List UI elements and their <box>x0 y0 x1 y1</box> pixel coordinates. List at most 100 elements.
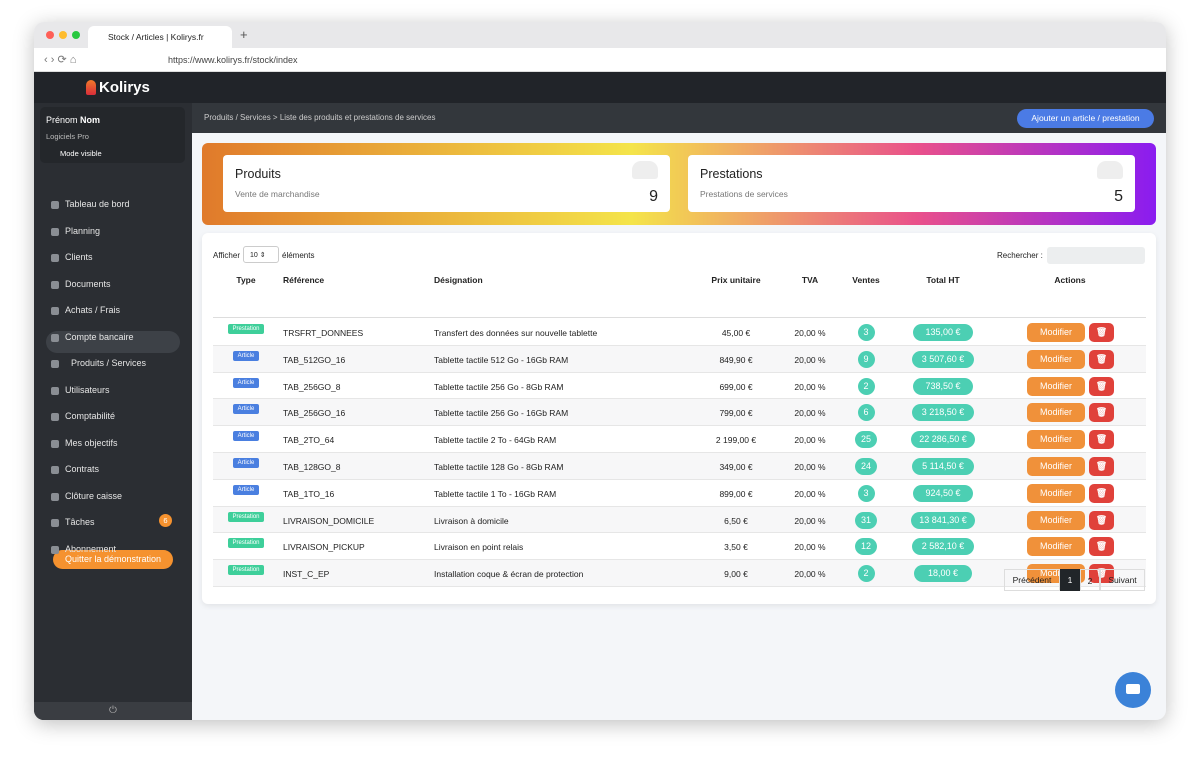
menu-icon <box>51 333 59 342</box>
breadcrumb-item[interactable]: Produits / Services <box>204 113 271 122</box>
show-after: éléments <box>282 251 315 260</box>
type-badge: Prestation <box>228 538 264 549</box>
menu-icon <box>51 386 59 395</box>
power[interactable]: ⏻ <box>34 702 192 720</box>
url[interactable]: https://www.kolirys.fr/stock/index <box>168 55 298 65</box>
menu-item[interactable]: Clôture caisse <box>65 490 123 501</box>
add-button[interactable]: Ajouter un article / prestation <box>1017 109 1154 128</box>
column-header[interactable]: Référence <box>283 275 325 285</box>
delete-button[interactable]: 🗑 <box>1089 510 1114 530</box>
vat: 20,00 % <box>794 515 826 526</box>
menu-item[interactable]: Contrats <box>65 464 100 474</box>
menu-icon <box>51 545 59 554</box>
pagination-next[interactable]: Suivant <box>1100 569 1145 591</box>
vat: 20,00 % <box>794 462 826 472</box>
menu-icon <box>51 227 59 236</box>
edit-button[interactable]: Modifier <box>1027 349 1085 369</box>
edit-button[interactable]: Modifier <box>1027 323 1085 342</box>
type-badge: Article <box>233 404 259 415</box>
unit-price: 9,00 € <box>724 569 748 580</box>
delete-button[interactable]: 🗑 <box>1089 564 1114 584</box>
total-ht: 924,50 € <box>913 484 973 502</box>
breadcrumb-item: Liste des produits et prestations de ser… <box>279 113 436 122</box>
new-tab[interactable]: + <box>240 27 248 42</box>
menu-item[interactable]: Utilisateurs <box>65 384 110 395</box>
edit-button[interactable]: Modifier <box>1027 376 1085 396</box>
browser-window: Stock / Articles | Kolirys.fr + ‹ › ⟳ ⌂ … <box>34 22 1166 720</box>
edit-button[interactable]: Modifier <box>1027 430 1085 450</box>
edit-button[interactable]: Modifier <box>1027 510 1085 530</box>
column-header[interactable]: Total HT <box>926 275 960 285</box>
total-ht: 18,00 € <box>913 565 973 583</box>
menu-item[interactable]: Clients <box>65 252 93 262</box>
delete-button[interactable]: 🗑 <box>1089 483 1114 503</box>
table-row <box>213 372 1146 400</box>
total-ht: 13 841,30 € <box>911 511 975 529</box>
menu-icon <box>51 492 59 501</box>
type-badge: Article <box>233 431 259 442</box>
type-badge: Prestation <box>228 565 264 576</box>
vat: 20,00 % <box>794 408 826 419</box>
menu-item[interactable]: Achats / Frais <box>65 305 121 315</box>
card-count: 9 <box>649 188 658 205</box>
delete-button[interactable]: 🗑 <box>1089 537 1114 557</box>
chat-button[interactable] <box>1115 672 1151 708</box>
pagination-prev[interactable]: Précédent <box>1004 569 1060 591</box>
menu-item[interactable]: Produits / Services <box>71 358 147 368</box>
column-header[interactable]: Type <box>236 275 256 285</box>
designation: Tablette tactile 256 Go - 16Gb RAM <box>434 408 569 419</box>
menu-item[interactable]: Planning <box>65 225 101 236</box>
search-label: Rechercher : <box>997 251 1043 260</box>
type-badge: Prestation <box>228 511 264 522</box>
type-badge: Article <box>233 377 259 388</box>
total-ht: 3 507,60 € <box>912 350 974 368</box>
edit-button[interactable]: Modifier <box>1027 483 1085 503</box>
column-header[interactable]: TVA <box>801 275 819 285</box>
reference: LIVRAISON_PICKUP <box>283 542 365 553</box>
column-header[interactable]: Ventes <box>852 275 880 285</box>
vat: 20,00 % <box>794 542 826 553</box>
delete-button[interactable]: 🗑 <box>1089 403 1114 423</box>
tab[interactable]: Stock / Articles | Kolirys.fr <box>88 26 232 48</box>
designation: Tablette tactile 1 To - 16Gb RAM <box>434 488 557 499</box>
delete-button[interactable]: 🗑 <box>1089 376 1114 396</box>
menu-icon <box>51 280 59 289</box>
menu-item[interactable]: Documents <box>65 278 111 289</box>
search-input[interactable] <box>1047 247 1145 264</box>
column-header[interactable]: Actions <box>1054 275 1086 285</box>
total-ht: 738,50 € <box>913 377 973 395</box>
address-bar: ‹ › ⟳ ⌂ https://www.kolirys.fr/stock/ind… <box>34 48 1166 72</box>
pagination-page[interactable]: 2 <box>1080 569 1100 591</box>
menu-item[interactable]: Mes objectifs <box>65 437 118 448</box>
page-length[interactable]: 10 ⇕ <box>243 246 279 263</box>
menu-icon <box>51 360 59 368</box>
edit-button[interactable]: Modifier <box>1027 537 1085 557</box>
edit-button[interactable]: Modifier <box>1027 403 1085 423</box>
menu-item[interactable]: Compte bancaire <box>65 331 134 342</box>
column-header[interactable]: Désignation <box>434 275 483 285</box>
delete-button[interactable]: 🗑 <box>1089 323 1114 342</box>
designation: Tablette tactile 512 Go - 16Gb RAM <box>434 354 569 365</box>
table-row <box>213 319 1146 346</box>
menu-item[interactable]: Tableau de bord <box>65 199 130 209</box>
menu-item[interactable]: Abonnement <box>65 543 117 554</box>
delete-button[interactable]: 🗑 <box>1089 430 1114 450</box>
first-name: Prénom <box>46 115 78 125</box>
menu-item[interactable]: Tâches <box>65 517 95 527</box>
card-title: Prestations <box>700 167 763 181</box>
table-row <box>213 426 1146 453</box>
pagination-page[interactable]: 1 <box>1060 569 1080 591</box>
menu-icon <box>51 201 59 209</box>
delete-button[interactable]: 🗑 <box>1089 349 1114 369</box>
table-row <box>213 560 1146 587</box>
unit-price: 349,00 € <box>719 462 753 472</box>
unit-price: 6,50 € <box>724 515 748 526</box>
edit-button[interactable]: Modifier <box>1027 457 1085 476</box>
delete-button[interactable]: 🗑 <box>1089 457 1114 476</box>
table-row <box>213 479 1146 507</box>
column-header[interactable]: Prix unitaire <box>711 275 761 285</box>
menu-item[interactable]: Comptabilité <box>65 411 116 421</box>
quit-button[interactable]: Quitter la démonstration <box>53 550 173 569</box>
mode[interactable]: Mode visible <box>60 149 102 158</box>
